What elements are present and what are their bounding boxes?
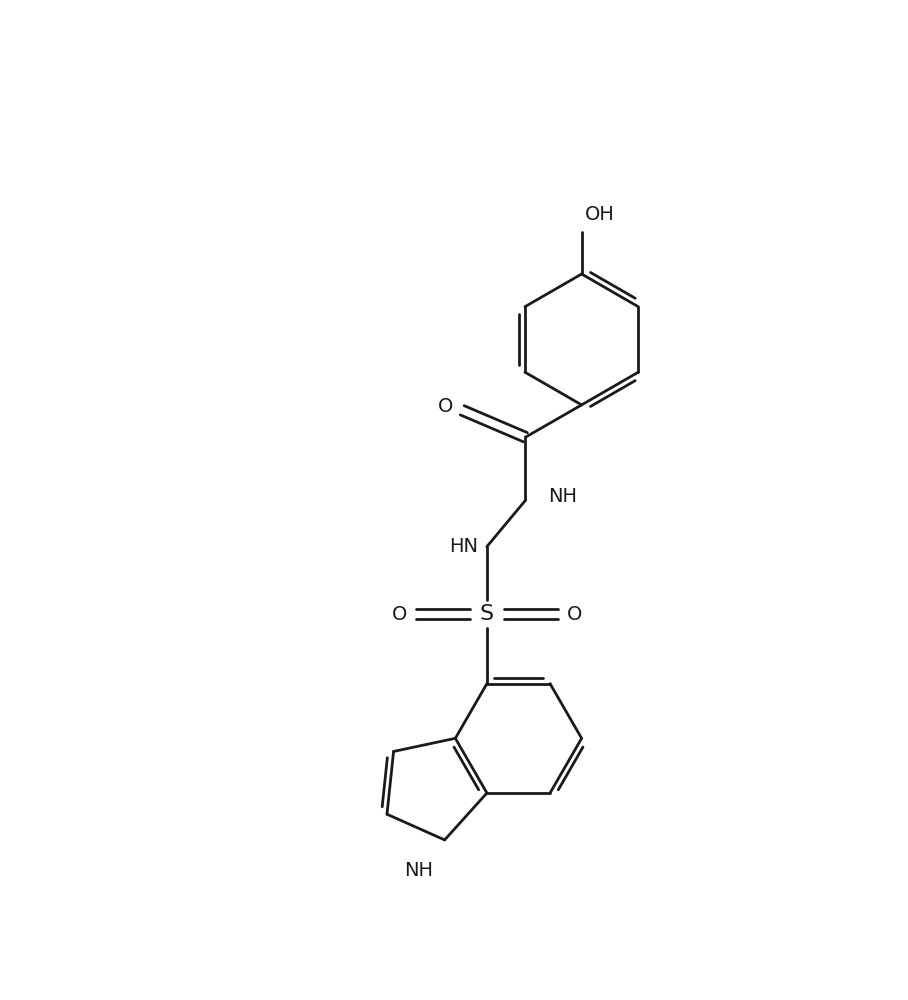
Text: O: O [438, 397, 453, 416]
Text: OH: OH [585, 205, 615, 224]
Text: O: O [567, 605, 582, 624]
Text: O: O [391, 605, 407, 624]
Text: NH: NH [548, 487, 577, 506]
Text: S: S [479, 604, 494, 624]
Text: HN: HN [449, 537, 478, 556]
Text: NH: NH [404, 861, 433, 880]
